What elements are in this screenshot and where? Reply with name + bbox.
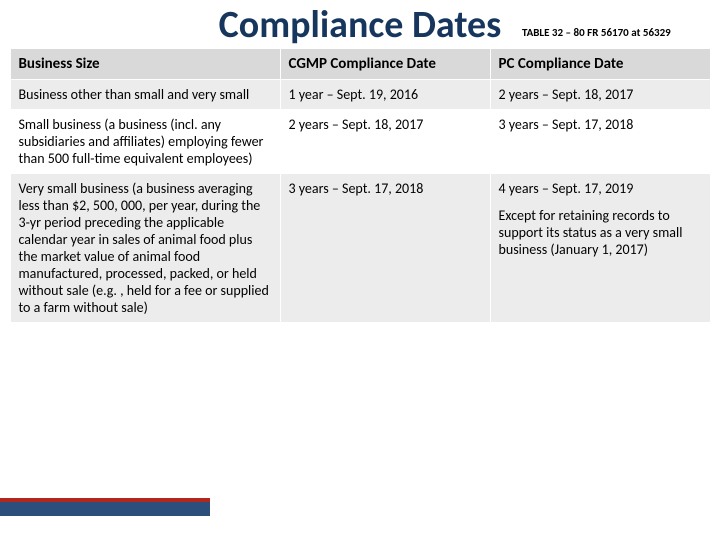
table-reference: TABLE 32 – 80 FR 56170 at 56329 — [522, 26, 671, 39]
table-cell-2-0: Very small business (a business averagin… — [10, 174, 280, 323]
column-header-2: PC Compliance Date — [490, 49, 710, 80]
table-row: Business other than small and very small… — [10, 80, 710, 110]
table-cell-0-2: 2 years – Sept. 18, 2017 — [490, 80, 710, 110]
table-row: Very small business (a business averagin… — [10, 174, 710, 323]
table-cell-1-2: 3 years – Sept. 17, 2018 — [490, 110, 710, 174]
column-header-0: Business Size — [10, 49, 280, 80]
table-cell-0-1: 1 year – Sept. 19, 2016 — [280, 80, 490, 110]
decorative-stripe — [0, 498, 210, 516]
compliance-table: Business SizeCGMP Compliance DatePC Comp… — [10, 48, 711, 323]
table-cell-0-0: Business other than small and very small — [10, 80, 280, 110]
title-wrap: Compliance Dates TABLE 32 – 80 FR 56170 … — [0, 0, 720, 48]
column-header-1: CGMP Compliance Date — [280, 49, 490, 80]
table-cell-2-1: 3 years – Sept. 17, 2018 — [280, 174, 490, 323]
slide: Compliance Dates TABLE 32 – 80 FR 56170 … — [0, 0, 720, 540]
table-cell-2-2: 4 years – Sept. 17, 2019Except for retai… — [490, 174, 710, 323]
table-row: Small business (a business (incl. any su… — [10, 110, 710, 174]
table-cell-1-1: 2 years – Sept. 18, 2017 — [280, 110, 490, 174]
table-cell-1-0: Small business (a business (incl. any su… — [10, 110, 280, 174]
table-container: Business SizeCGMP Compliance DatePC Comp… — [0, 48, 720, 323]
table-body: Business other than small and very small… — [10, 80, 710, 323]
table-header-row: Business SizeCGMP Compliance DatePC Comp… — [10, 49, 710, 80]
page-title: Compliance Dates — [219, 2, 502, 48]
